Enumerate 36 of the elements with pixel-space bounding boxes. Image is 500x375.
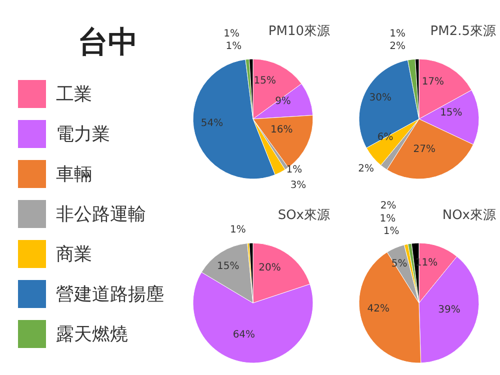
data-label: 20% bbox=[258, 262, 281, 274]
data-label: 1% bbox=[390, 28, 406, 40]
data-label: 64% bbox=[232, 329, 256, 340]
data-label: 42% bbox=[367, 303, 390, 314]
data-label: 9% bbox=[275, 96, 291, 107]
data-label: 2% bbox=[380, 200, 396, 212]
chart-title: PM2.5來源 bbox=[430, 23, 496, 40]
data-label: 39% bbox=[438, 304, 460, 316]
data-label: 1% bbox=[224, 28, 240, 40]
chart-title: SOx來源 bbox=[278, 207, 330, 224]
legend-label: 電力業 bbox=[56, 123, 110, 146]
data-label: 1% bbox=[286, 164, 302, 176]
legend-label: 車輛 bbox=[56, 163, 92, 186]
data-label: 1% bbox=[230, 224, 246, 236]
data-label: 3% bbox=[290, 180, 306, 191]
data-label: 2% bbox=[358, 164, 374, 175]
data-label: 16% bbox=[270, 124, 293, 136]
data-label: 2% bbox=[390, 41, 406, 52]
text: 台中 bbox=[78, 24, 138, 62]
data-label: 1% bbox=[383, 226, 400, 238]
data-label: 1% bbox=[380, 213, 396, 224]
data-label: 15% bbox=[217, 261, 240, 272]
data-label: 15% bbox=[254, 75, 276, 86]
legend-label: 工業 bbox=[56, 83, 92, 106]
legend-label: 露天燃燒 bbox=[56, 323, 128, 346]
data-label: 1% bbox=[226, 40, 242, 52]
data-label: 17% bbox=[422, 76, 444, 88]
data-label: 30% bbox=[369, 92, 392, 104]
data-label: 27% bbox=[413, 144, 436, 156]
chart-title: PM10來源 bbox=[268, 23, 330, 40]
legend-label: 營建道路揚塵 bbox=[56, 283, 164, 306]
legend-label: 商業 bbox=[56, 243, 92, 266]
text: NOx來源 bbox=[442, 207, 496, 224]
legend-label: 非公路運輸 bbox=[56, 203, 146, 226]
data-label: 54% bbox=[200, 118, 224, 129]
data-label: 15% bbox=[440, 107, 462, 118]
